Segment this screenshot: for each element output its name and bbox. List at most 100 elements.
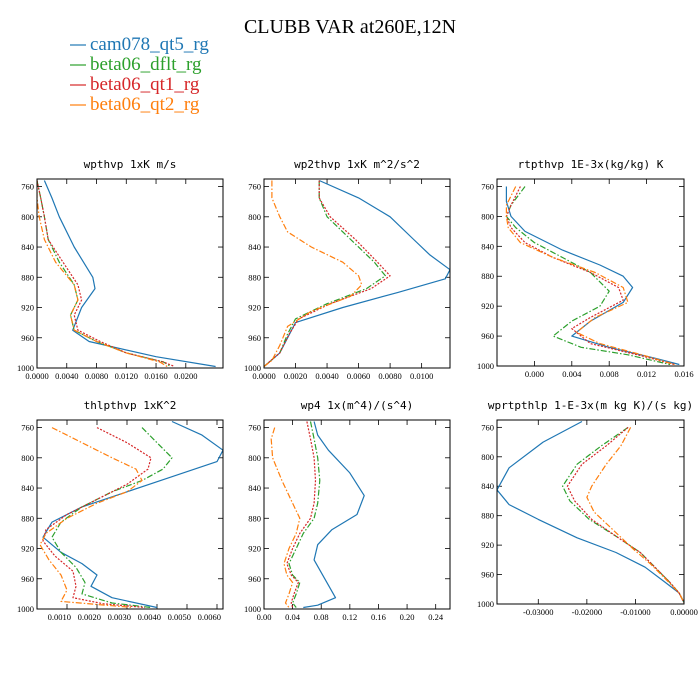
y-tick-label: 800 (21, 453, 34, 463)
x-tick-label: 0.0040 (138, 612, 161, 622)
x-tick-label: 0.08 (314, 612, 329, 622)
figure-title: CLUBB VAR at260E,12N (244, 16, 456, 38)
panel-5: wp4 1x(m^4)/(s^4)76080084088092096010000… (244, 399, 451, 622)
series-line-beta06_qt1_rg (286, 421, 317, 608)
y-tick-label: 960 (481, 331, 494, 341)
legend-entry-beta06_qt2_rg: beta06_qt2_rg (90, 94, 200, 115)
y-tick-label: 840 (481, 241, 494, 251)
x-tick-label: 0.0040 (315, 371, 338, 381)
x-tick-label: 0.004 (562, 369, 582, 379)
x-tick-label: -0.01000 (620, 607, 650, 617)
panel-frame (263, 419, 451, 610)
series-group (37, 180, 216, 368)
x-tick-label: 0.12 (342, 612, 357, 622)
panel-title: wpthvp 1xK m/s (84, 158, 177, 171)
x-tick-label: 0.0030 (108, 612, 131, 622)
y-tick-label: 920 (248, 544, 261, 554)
series-group (39, 420, 223, 609)
panel-title: thlpthvp 1xK^2 (84, 399, 177, 412)
legend-entry-cam078_qt5_rg: cam078_qt5_rg (90, 34, 209, 55)
series-group (270, 421, 365, 609)
y-tick-label: 1000 (17, 363, 34, 373)
x-tick-label: 0.04 (285, 612, 301, 622)
y-tick-label: 920 (481, 540, 494, 550)
y-tick-label: 1000 (477, 361, 494, 371)
x-tick-label: 0.0080 (378, 371, 401, 381)
x-tick-label: 0.16 (371, 612, 386, 622)
series-line-beta06_dflt_rg (288, 421, 321, 608)
legend: cam078_qt5_rgbeta06_dflt_rgbeta06_qt1_rg… (70, 34, 209, 115)
x-tick-label: -0.03000 (523, 607, 553, 617)
series-line-beta06_qt2_rg (505, 186, 675, 366)
y-tick-label: 880 (481, 511, 494, 521)
y-tick-label: 920 (248, 303, 261, 313)
x-tick-label: 0.0020 (78, 612, 101, 622)
x-tick-label: 0.0020 (284, 371, 307, 381)
series-line-cam078_qt5_rg (43, 180, 216, 368)
x-tick-label: 0.000 (525, 369, 544, 379)
series-line-beta06_qt1_rg (42, 427, 152, 609)
y-tick-label: 760 (481, 422, 494, 432)
series-line-beta06_dflt_rg (562, 426, 684, 603)
y-tick-label: 760 (248, 423, 261, 433)
x-tick-label: 0.0000 (25, 371, 48, 381)
panel-frame (263, 178, 451, 369)
panel-frame (36, 178, 224, 369)
panels: wpthvp 1xK m/s76080084088092096010000.00… (17, 158, 698, 622)
series-line-beta06_qt2_rg (264, 180, 363, 367)
x-tick-label: 0.0050 (168, 612, 191, 622)
y-tick-label: 840 (21, 242, 34, 252)
series-line-beta06_qt1_rg (505, 186, 675, 366)
y-tick-label: 880 (248, 272, 261, 282)
x-tick-label: 0.0000 (252, 371, 275, 381)
y-tick-label: 760 (248, 182, 261, 192)
y-tick-label: 800 (481, 452, 494, 462)
y-tick-label: 920 (481, 301, 494, 311)
x-tick-label: 0.0160 (144, 371, 167, 381)
series-line-beta06_qt1_rg (566, 426, 684, 603)
y-tick-label: 840 (481, 481, 494, 491)
x-tick-label: 0.0080 (85, 371, 108, 381)
panel-title: wp4 1x(m^4)/(s^4) (301, 399, 414, 412)
panel-6: wprtpthlp 1-E-3x(m kg K)/(s kg) 760 800 840… (477, 399, 698, 617)
x-tick-label: -0.02000 (572, 607, 602, 617)
y-tick-label: 840 (248, 242, 261, 252)
y-tick-label: 800 (248, 453, 261, 463)
x-tick-label: 0.0060 (347, 371, 370, 381)
y-tick-label: 1000 (244, 604, 261, 614)
series-line-beta06_dflt_rg (51, 427, 173, 609)
y-tick-label: 920 (21, 544, 34, 554)
x-tick-label: 0.0010 (48, 612, 71, 622)
y-tick-label: 960 (481, 570, 494, 580)
x-tick-label: 0.0200 (174, 371, 197, 381)
y-tick-label: 1000 (17, 604, 34, 614)
x-tick-label: 0.00000 (670, 607, 698, 617)
series-group (505, 186, 680, 366)
panel-2: wp2thvp 1xK m^2/s^2 760 800 840 880 920 960 100… (244, 158, 451, 381)
x-tick-label: 0.016 (674, 369, 693, 379)
y-tick-label: 880 (21, 272, 34, 282)
series-line-beta06_qt1_rg (264, 180, 391, 367)
y-tick-label: 880 (481, 271, 494, 281)
x-tick-label: 0.0060 (198, 612, 221, 622)
panel-frame (496, 178, 685, 367)
y-tick-label: 960 (248, 574, 261, 584)
series-line-cam078_qt5_rg (42, 420, 223, 609)
panel-title: rtpthvp 1E-3x(kg/kg) K (518, 158, 664, 171)
series-group (264, 179, 450, 367)
y-tick-label: 960 (21, 574, 34, 584)
panel-title: wprtpthlp 1-E-3x(m kg K)/(s kg) (488, 399, 693, 412)
series-group (497, 420, 684, 603)
y-tick-label: 800 (21, 212, 34, 222)
series-line-beta06_qt2_rg (586, 427, 684, 603)
series-line-beta06_qt2_rg (37, 180, 168, 368)
panel-1: wpthvp 1xK m/s76080084088092096010000.00… (17, 158, 224, 381)
panel-4: thlpthvp 1xK^2 760 800 840 880 920 960 1000 0.00… (17, 399, 224, 622)
series-line-cam078_qt5_rg (264, 179, 450, 367)
x-tick-label: 0.0040 (55, 371, 78, 381)
series-line-beta06_qt2_rg (270, 427, 301, 608)
series-line-cam078_qt5_rg (505, 186, 680, 366)
y-tick-label: 760 (21, 423, 34, 433)
x-tick-label: 0.0120 (115, 371, 138, 381)
